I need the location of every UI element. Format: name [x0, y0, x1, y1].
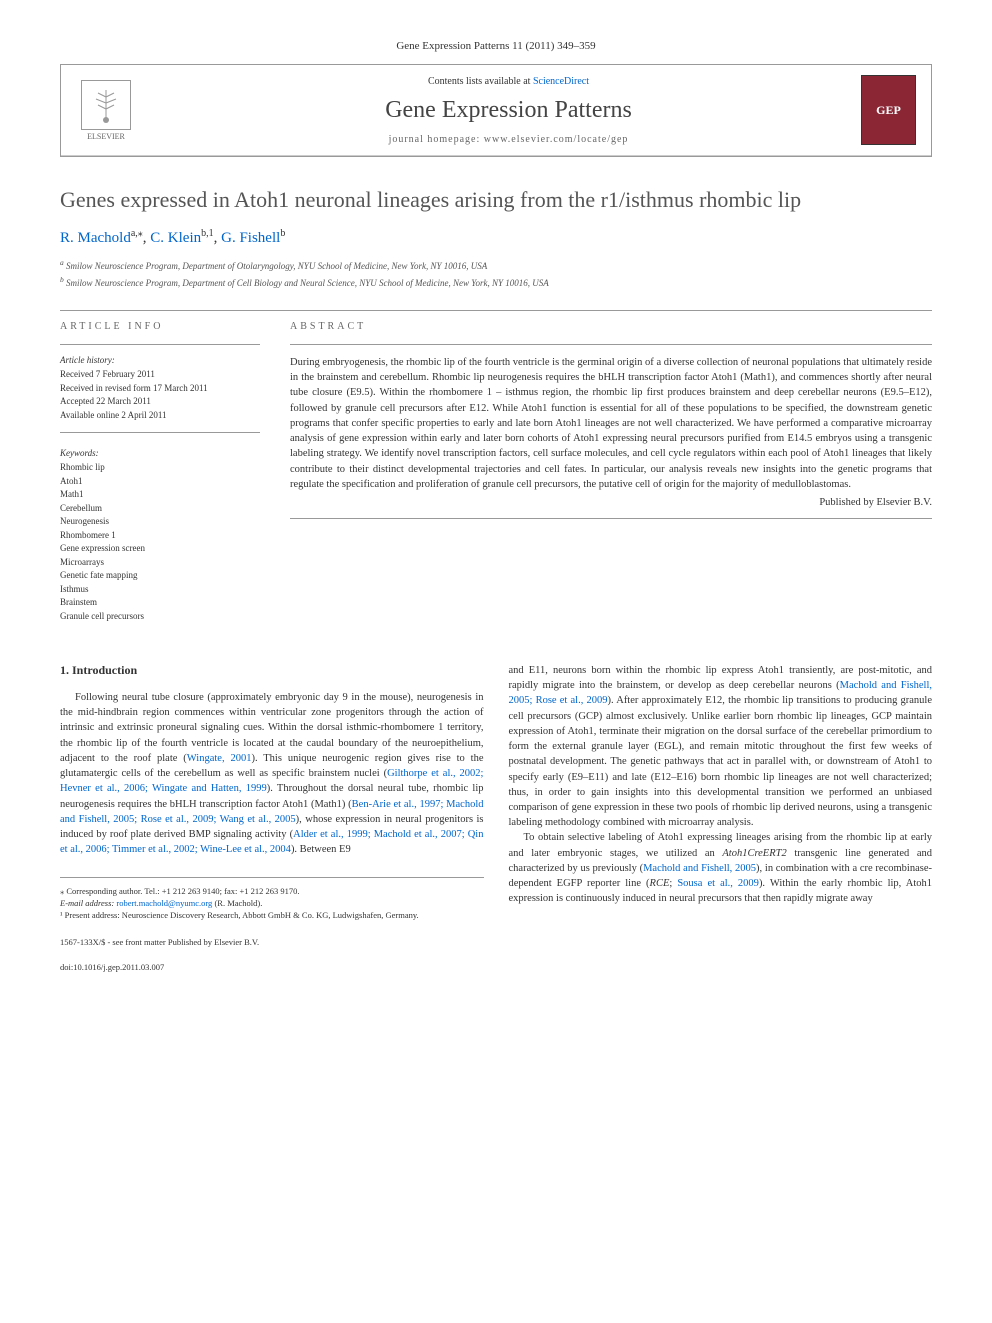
citation-header: Gene Expression Patterns 11 (2011) 349–3… — [60, 40, 932, 52]
citation-link[interactable]: Wingate, 2001 — [187, 753, 252, 764]
corresponding-author-note: ⁎ Corresponding author. Tel.: +1 212 263… — [60, 886, 484, 898]
journal-name: Gene Expression Patterns — [156, 97, 861, 124]
journal-homepage: journal homepage: www.elsevier.com/locat… — [156, 134, 861, 145]
body-two-column: 1. Introduction Following neural tube cl… — [60, 663, 932, 972]
keyword: Brainstem — [60, 596, 260, 610]
author-3-sup: b — [280, 228, 285, 239]
keywords-heading: Keywords: — [60, 448, 260, 458]
abstract-text: During embryogenesis, the rhombic lip of… — [290, 355, 932, 492]
history-item: Available online 2 April 2011 — [60, 409, 260, 423]
affiliations: a Smilow Neuroscience Program, Departmen… — [60, 257, 932, 290]
elsevier-logo: ELSEVIER — [76, 75, 136, 145]
keyword: Microarrays — [60, 556, 260, 570]
keyword: Cerebellum — [60, 502, 260, 516]
citation-link[interactable]: Machold and Fishell, 2005 — [643, 863, 756, 874]
elsevier-label: ELSEVIER — [87, 132, 125, 141]
divider — [290, 518, 932, 519]
body-paragraph: To obtain selective labeling of Atoh1 ex… — [509, 830, 933, 906]
section-heading-intro: 1. Introduction — [60, 663, 484, 678]
author-1[interactable]: R. Machold — [60, 230, 131, 246]
column-left: 1. Introduction Following neural tube cl… — [60, 663, 484, 972]
email-link[interactable]: robert.machold@nyumc.org — [116, 898, 212, 908]
keyword: Atoh1 — [60, 475, 260, 489]
keyword: Neurogenesis — [60, 515, 260, 529]
body-paragraph: Following neural tube closure (approxima… — [60, 690, 484, 857]
contents-available-line: Contents lists available at ScienceDirec… — [156, 76, 861, 87]
history-item: Received 7 February 2011 — [60, 368, 260, 382]
contents-prefix: Contents lists available at — [428, 76, 533, 87]
elsevier-tree-icon — [81, 80, 131, 130]
journal-header-box: ELSEVIER Contents lists available at Sci… — [60, 64, 932, 157]
divider — [60, 310, 932, 311]
citation-link[interactable]: Sousa et al., 2009 — [677, 878, 759, 889]
authors-list: R. Macholda,⁎, C. Kleinb,1, G. Fishellb — [60, 228, 932, 247]
keyword: Math1 — [60, 488, 260, 502]
history-item: Received in revised form 17 March 2011 — [60, 382, 260, 396]
journal-cover-thumbnail: GEP — [861, 75, 916, 145]
article-title: Genes expressed in Atoh1 neuronal lineag… — [60, 187, 932, 213]
keyword: Granule cell precursors — [60, 610, 260, 624]
author-2[interactable]: C. Klein — [150, 230, 201, 246]
doi-line: doi:10.1016/j.gep.2011.03.007 — [60, 962, 484, 972]
affiliation-a: a Smilow Neuroscience Program, Departmen… — [60, 257, 932, 274]
keyword: Genetic fate mapping — [60, 569, 260, 583]
abstract-heading: ABSTRACT — [290, 321, 932, 332]
footnotes: ⁎ Corresponding author. Tel.: +1 212 263… — [60, 877, 484, 922]
author-1-sup: a,⁎ — [131, 228, 143, 239]
email-line: E-mail address: robert.machold@nyumc.org… — [60, 898, 484, 910]
keyword: Rhombomere 1 — [60, 529, 260, 543]
keyword: Rhombic lip — [60, 461, 260, 475]
published-by: Published by Elsevier B.V. — [290, 497, 932, 508]
divider — [290, 344, 932, 345]
history-item: Accepted 22 March 2011 — [60, 395, 260, 409]
column-right: and E11, neurons born within the rhombic… — [509, 663, 933, 972]
keyword: Gene expression screen — [60, 542, 260, 556]
body-paragraph: and E11, neurons born within the rhombic… — [509, 663, 933, 830]
article-info-heading: ARTICLE INFO — [60, 321, 260, 332]
divider — [60, 344, 260, 345]
keyword: Isthmus — [60, 583, 260, 597]
history-heading: Article history: — [60, 355, 260, 365]
author-3[interactable]: G. Fishell — [221, 230, 280, 246]
article-info-sidebar: ARTICLE INFO Article history: Received 7… — [60, 321, 260, 623]
affiliation-b: b Smilow Neuroscience Program, Departmen… — [60, 274, 932, 291]
abstract-section: ABSTRACT During embryogenesis, the rhomb… — [290, 321, 932, 623]
author-2-sup: b,1 — [201, 228, 214, 239]
present-address-note: ¹ Present address: Neuroscience Discover… — [60, 910, 484, 922]
copyright-line: 1567-133X/$ - see front matter Published… — [60, 937, 484, 947]
sciencedirect-link[interactable]: ScienceDirect — [533, 76, 589, 87]
divider — [60, 432, 260, 433]
